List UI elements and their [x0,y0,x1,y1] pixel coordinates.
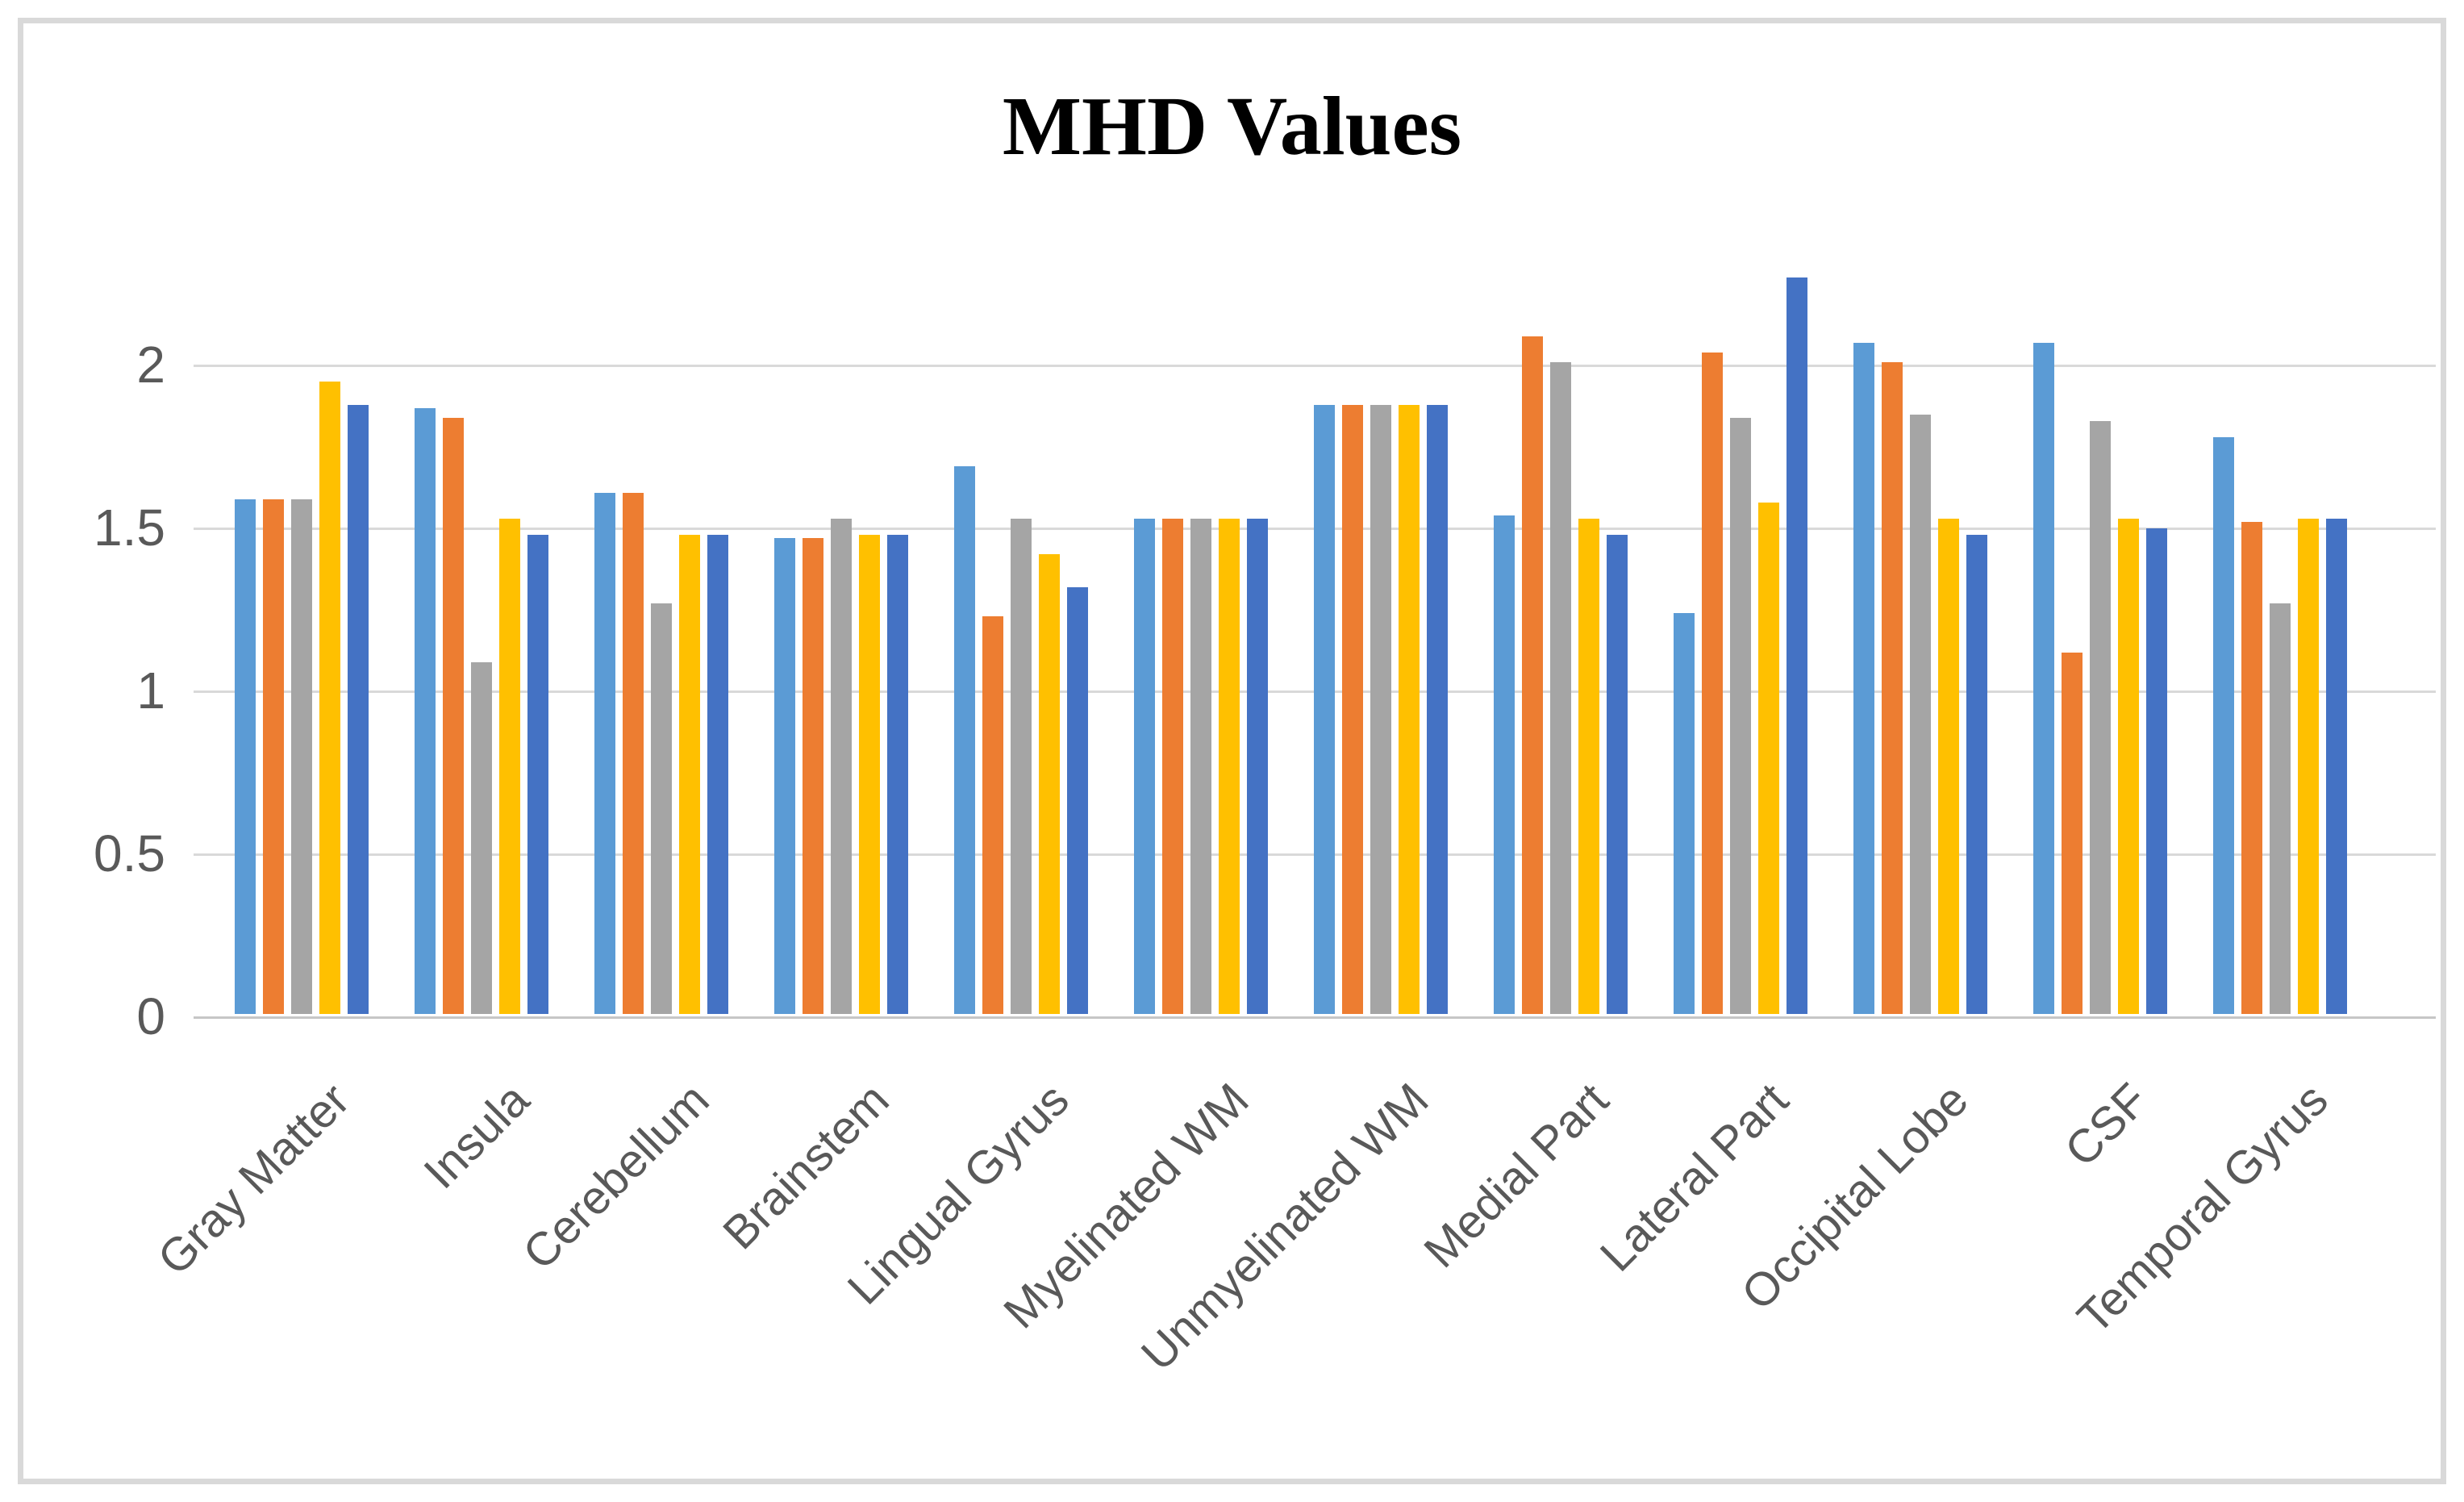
bar-dark-blue [1787,277,1807,1014]
bar-yellow [1399,404,1420,1014]
bar-light-blue [235,499,256,1014]
bar-orange [443,417,464,1014]
bar-gray [1550,362,1571,1014]
bar-gray [291,499,312,1014]
bar-yellow [1758,502,1779,1014]
bar-gray [1190,518,1211,1014]
bar-dark-blue [1067,586,1088,1014]
bar-dark-blue [1247,518,1268,1014]
bar-dark-blue [1607,535,1628,1014]
bar-orange [1882,362,1903,1014]
bar-dark-blue [1427,404,1448,1014]
bar-light-blue [594,492,615,1014]
bar-yellow [2118,518,2139,1014]
bar-yellow [1578,518,1599,1014]
y-axis-tick-label: 2 [136,336,165,394]
bar-light-blue [2213,436,2234,1014]
bar-orange [1522,336,1543,1014]
bar-light-blue [774,538,795,1014]
bar-dark-blue [707,535,728,1014]
bar-orange [803,538,823,1014]
bar-yellow [499,518,520,1014]
bar-light-blue [1494,515,1515,1014]
bar-light-blue [415,407,436,1014]
x-axis-line [194,1016,2436,1019]
bar-dark-blue [2146,528,2167,1014]
bar-yellow [319,382,340,1014]
bar-yellow [1039,554,1060,1014]
bar-yellow [859,535,880,1014]
bar-orange [2241,521,2262,1014]
bar-dark-blue [2326,518,2347,1014]
bar-light-blue [1853,342,1874,1014]
bar-orange [1342,404,1363,1014]
bar-gray [471,661,492,1014]
bar-orange [982,616,1003,1014]
bar-dark-blue [887,535,908,1014]
bar-dark-blue [527,535,548,1014]
bar-light-blue [1314,404,1335,1014]
bar-yellow [2298,518,2319,1014]
bar-yellow [1938,518,1959,1014]
bar-light-blue [2033,342,2054,1014]
bar-dark-blue [348,404,369,1014]
y-axis-tick-label: 1.5 [94,499,165,557]
bar-gray [1011,518,1032,1014]
bar-orange [623,492,644,1014]
bar-orange [1162,518,1183,1014]
bar-gray [831,518,852,1014]
bar-dark-blue [1966,535,1987,1014]
y-axis-tick-label: 1 [136,661,165,720]
bar-orange [2062,652,2083,1014]
y-axis-tick-label: 0 [136,987,165,1045]
bar-gray [651,603,672,1014]
bar-gray [2090,420,2111,1014]
bar-orange [1702,352,1723,1014]
bar-gray [1370,404,1391,1014]
chart-title: MHD Values [1002,80,1462,173]
bar-light-blue [1134,518,1155,1014]
bar-gray [1910,414,1931,1014]
bar-gray [1730,417,1751,1014]
y-gridline [194,365,2436,367]
bar-yellow [679,535,700,1014]
plot-area [194,266,2436,1019]
y-axis-tick-label: 0.5 [94,824,165,882]
bar-gray [2270,603,2291,1014]
bar-light-blue [1674,613,1695,1014]
bar-orange [263,499,284,1014]
bar-yellow [1219,518,1240,1014]
bar-light-blue [954,466,975,1014]
